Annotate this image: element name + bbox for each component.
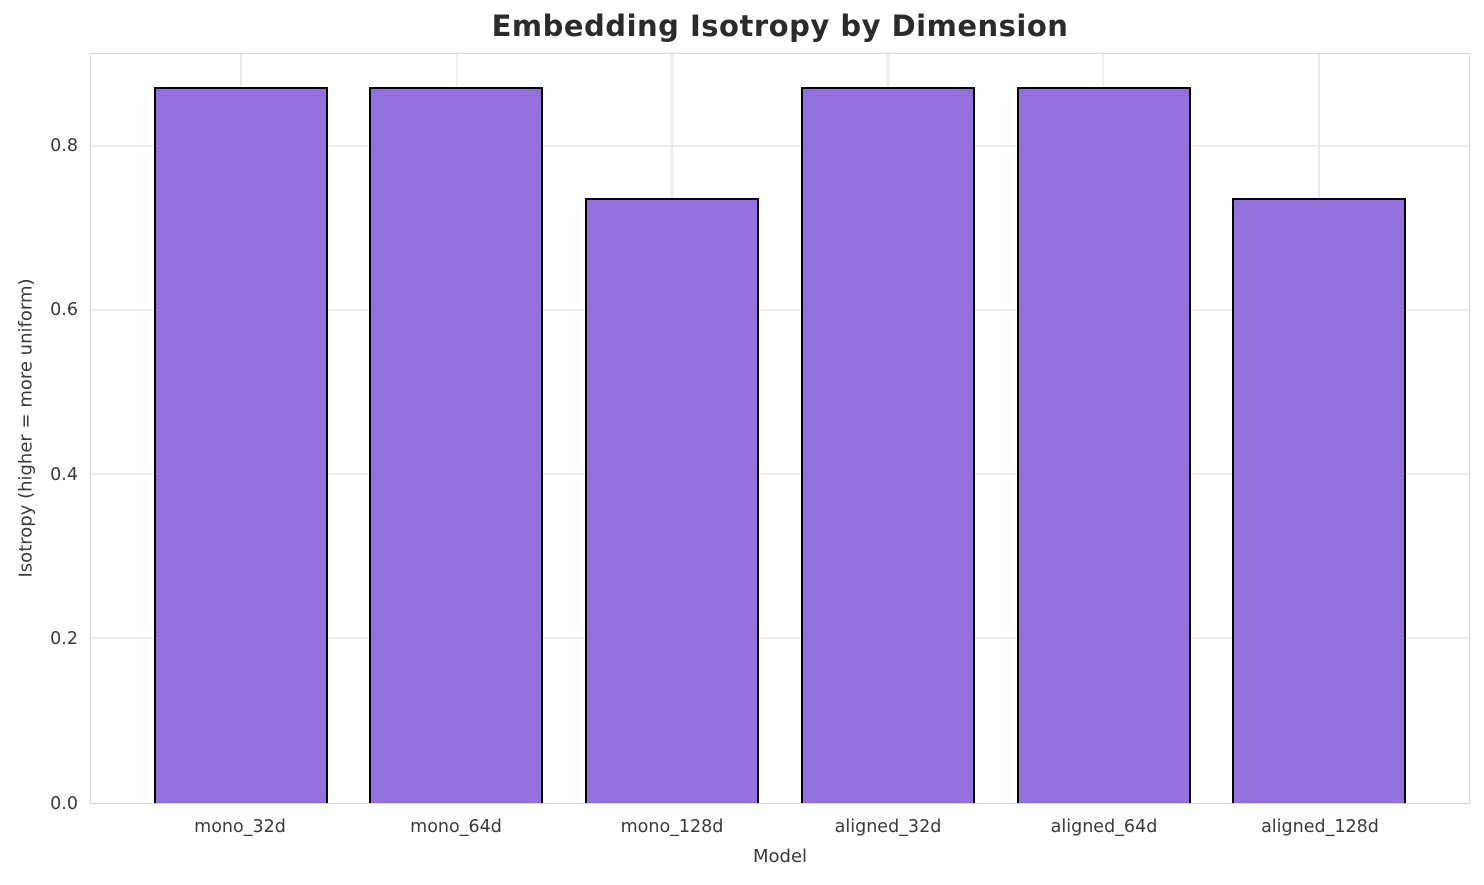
y-tick-label: 0.2 [50, 629, 78, 650]
plot-area [90, 53, 1470, 804]
gridline-horizontal [91, 637, 1469, 639]
y-tick-label: 0.4 [50, 464, 78, 485]
y-tick-label: 0.6 [50, 300, 78, 321]
bar-aligned_32d [800, 86, 975, 803]
x-tick-label-aligned_64d: aligned_64d [1050, 817, 1158, 837]
bar-mono_32d [153, 86, 328, 803]
x-tick-label-mono_64d: mono_64d [410, 817, 502, 837]
gridline-horizontal [91, 309, 1469, 311]
x-tick-label-aligned_128d: aligned_128d [1261, 817, 1379, 837]
bar-aligned_128d [1232, 197, 1407, 803]
bar-mono_128d [585, 197, 760, 803]
x-tick-label-mono_32d: mono_32d [194, 817, 286, 837]
x-axis-label: Model [752, 846, 808, 867]
x-tick-label-aligned_32d: aligned_32d [834, 817, 942, 837]
bar-aligned_64d [1016, 86, 1191, 803]
x-tick-label-mono_128d: mono_128d [620, 817, 724, 837]
gridline-horizontal [91, 145, 1469, 147]
bar-mono_64d [369, 86, 544, 803]
y-axis-label: Isotropy (higher = more uniform) [15, 278, 37, 578]
gridline-horizontal [91, 473, 1469, 475]
y-tick-label: 0.0 [50, 794, 78, 814]
y-tick-label: 0.8 [50, 135, 78, 156]
chart-title: Embedding Isotropy by Dimension [491, 9, 1069, 43]
